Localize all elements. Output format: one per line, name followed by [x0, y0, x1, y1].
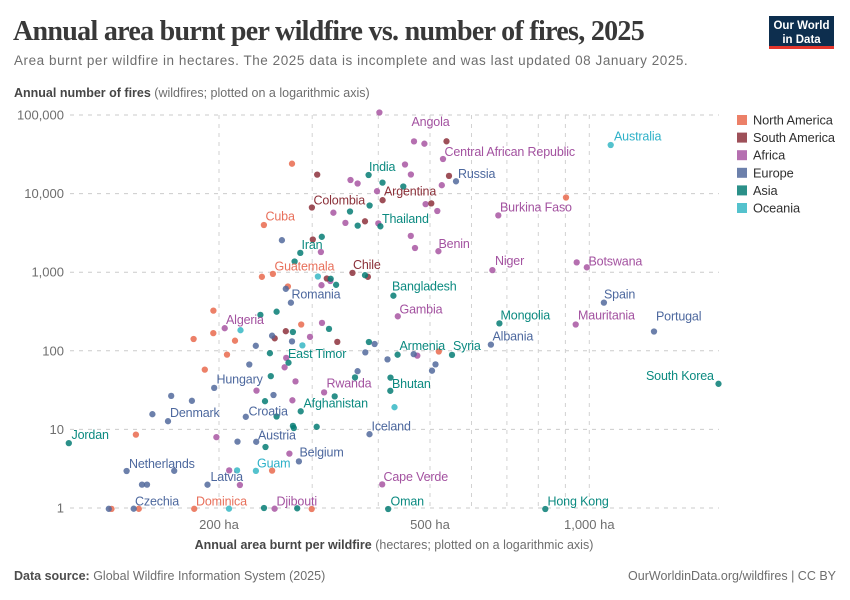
svg-text:Jordan: Jordan: [72, 428, 110, 442]
svg-text:100,000: 100,000: [17, 108, 64, 123]
svg-text:200 ha: 200 ha: [199, 517, 240, 532]
svg-text:Hungary: Hungary: [217, 373, 264, 387]
svg-text:1: 1: [57, 501, 64, 516]
svg-text:Niger: Niger: [495, 254, 524, 268]
svg-text:East Timor: East Timor: [288, 347, 346, 361]
svg-text:Mauritania: Mauritania: [578, 309, 635, 323]
svg-text:Europe: Europe: [753, 165, 794, 180]
svg-text:Armenia: Armenia: [400, 339, 446, 353]
svg-text:Australia: Australia: [614, 130, 661, 144]
svg-text:10: 10: [50, 422, 64, 437]
svg-text:Oman: Oman: [391, 495, 425, 509]
svg-text:Rwanda: Rwanda: [327, 377, 372, 391]
svg-text:Romania: Romania: [292, 288, 341, 302]
svg-text:Central African Republic: Central African Republic: [445, 145, 576, 159]
svg-text:Djibouti: Djibouti: [277, 495, 318, 509]
svg-text:Iceland: Iceland: [372, 420, 411, 434]
svg-text:Thailand: Thailand: [382, 212, 429, 226]
svg-text:Mongolia: Mongolia: [501, 309, 551, 323]
svg-text:Botswana: Botswana: [589, 255, 643, 269]
svg-text:South Korea: South Korea: [646, 369, 714, 383]
svg-text:Iran: Iran: [302, 238, 323, 252]
svg-text:Annual area burnt per wildfire: Annual area burnt per wildfire (hectares…: [195, 538, 594, 552]
svg-text:Netherlands: Netherlands: [129, 457, 195, 471]
svg-text:South America: South America: [753, 130, 836, 145]
svg-text:10,000: 10,000: [24, 186, 64, 201]
svg-text:Guatemala: Guatemala: [275, 260, 335, 274]
svg-text:Bhutan: Bhutan: [392, 377, 431, 391]
svg-text:Russia: Russia: [458, 167, 496, 181]
svg-text:1,000: 1,000: [31, 265, 64, 280]
svg-text:Chile: Chile: [353, 258, 381, 272]
svg-text:Denmark: Denmark: [170, 406, 221, 420]
svg-text:Syria: Syria: [453, 339, 481, 353]
svg-text:Africa: Africa: [753, 148, 786, 163]
svg-text:Argentina: Argentina: [384, 185, 436, 199]
svg-text:Hong Kong: Hong Kong: [548, 495, 609, 509]
svg-text:Oceania: Oceania: [753, 201, 801, 216]
svg-text:Bangladesh: Bangladesh: [392, 280, 457, 294]
svg-text:Croatia: Croatia: [249, 405, 288, 419]
svg-text:Latvia: Latvia: [211, 470, 244, 484]
svg-text:Afghanistan: Afghanistan: [304, 397, 369, 411]
svg-text:100: 100: [42, 343, 64, 358]
svg-text:Benin: Benin: [439, 237, 470, 251]
svg-text:Gambia: Gambia: [400, 303, 443, 317]
svg-text:Dominica: Dominica: [196, 495, 247, 509]
svg-text:1,000 ha: 1,000 ha: [564, 517, 615, 532]
svg-text:Colombia: Colombia: [314, 194, 366, 208]
svg-text:Austria: Austria: [258, 429, 296, 443]
svg-text:Cape Verde: Cape Verde: [384, 470, 449, 484]
svg-text:Albania: Albania: [493, 330, 534, 344]
svg-text:India: India: [369, 160, 396, 174]
svg-text:Guam: Guam: [257, 457, 290, 471]
svg-text:Burkina Faso: Burkina Faso: [500, 201, 572, 215]
svg-text:Spain: Spain: [604, 288, 635, 302]
svg-text:Czechia: Czechia: [135, 495, 179, 509]
svg-text:Algeria: Algeria: [226, 313, 264, 327]
svg-text:Annual number of fires (wildfi: Annual number of fires (wildfires; plott…: [14, 86, 370, 100]
svg-text:North America: North America: [753, 113, 834, 128]
svg-text:Angola: Angola: [412, 115, 450, 129]
svg-text:Asia: Asia: [753, 183, 778, 198]
svg-text:Portugal: Portugal: [656, 310, 701, 324]
svg-text:Belgium: Belgium: [300, 446, 344, 460]
svg-text:Cuba: Cuba: [266, 210, 295, 224]
svg-text:500 ha: 500 ha: [410, 517, 451, 532]
